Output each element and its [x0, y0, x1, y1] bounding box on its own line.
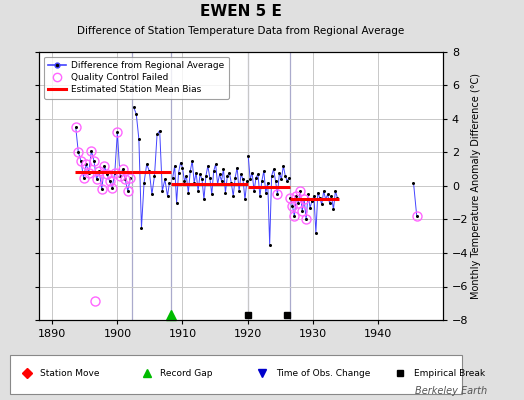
Text: Berkeley Earth: Berkeley Earth — [415, 386, 487, 396]
FancyBboxPatch shape — [10, 355, 462, 394]
Text: Difference of Station Temperature Data from Regional Average: Difference of Station Temperature Data f… — [78, 26, 405, 36]
Text: Station Move: Station Move — [40, 369, 100, 378]
Legend: Difference from Regional Average, Quality Control Failed, Estimated Station Mean: Difference from Regional Average, Qualit… — [44, 56, 228, 99]
Y-axis label: Monthly Temperature Anomaly Difference (°C): Monthly Temperature Anomaly Difference (… — [471, 73, 481, 299]
Text: Time of Obs. Change: Time of Obs. Change — [276, 369, 370, 378]
Text: EWEN 5 E: EWEN 5 E — [200, 4, 282, 19]
Text: Empirical Break: Empirical Break — [414, 369, 485, 378]
Text: Record Gap: Record Gap — [160, 369, 213, 378]
